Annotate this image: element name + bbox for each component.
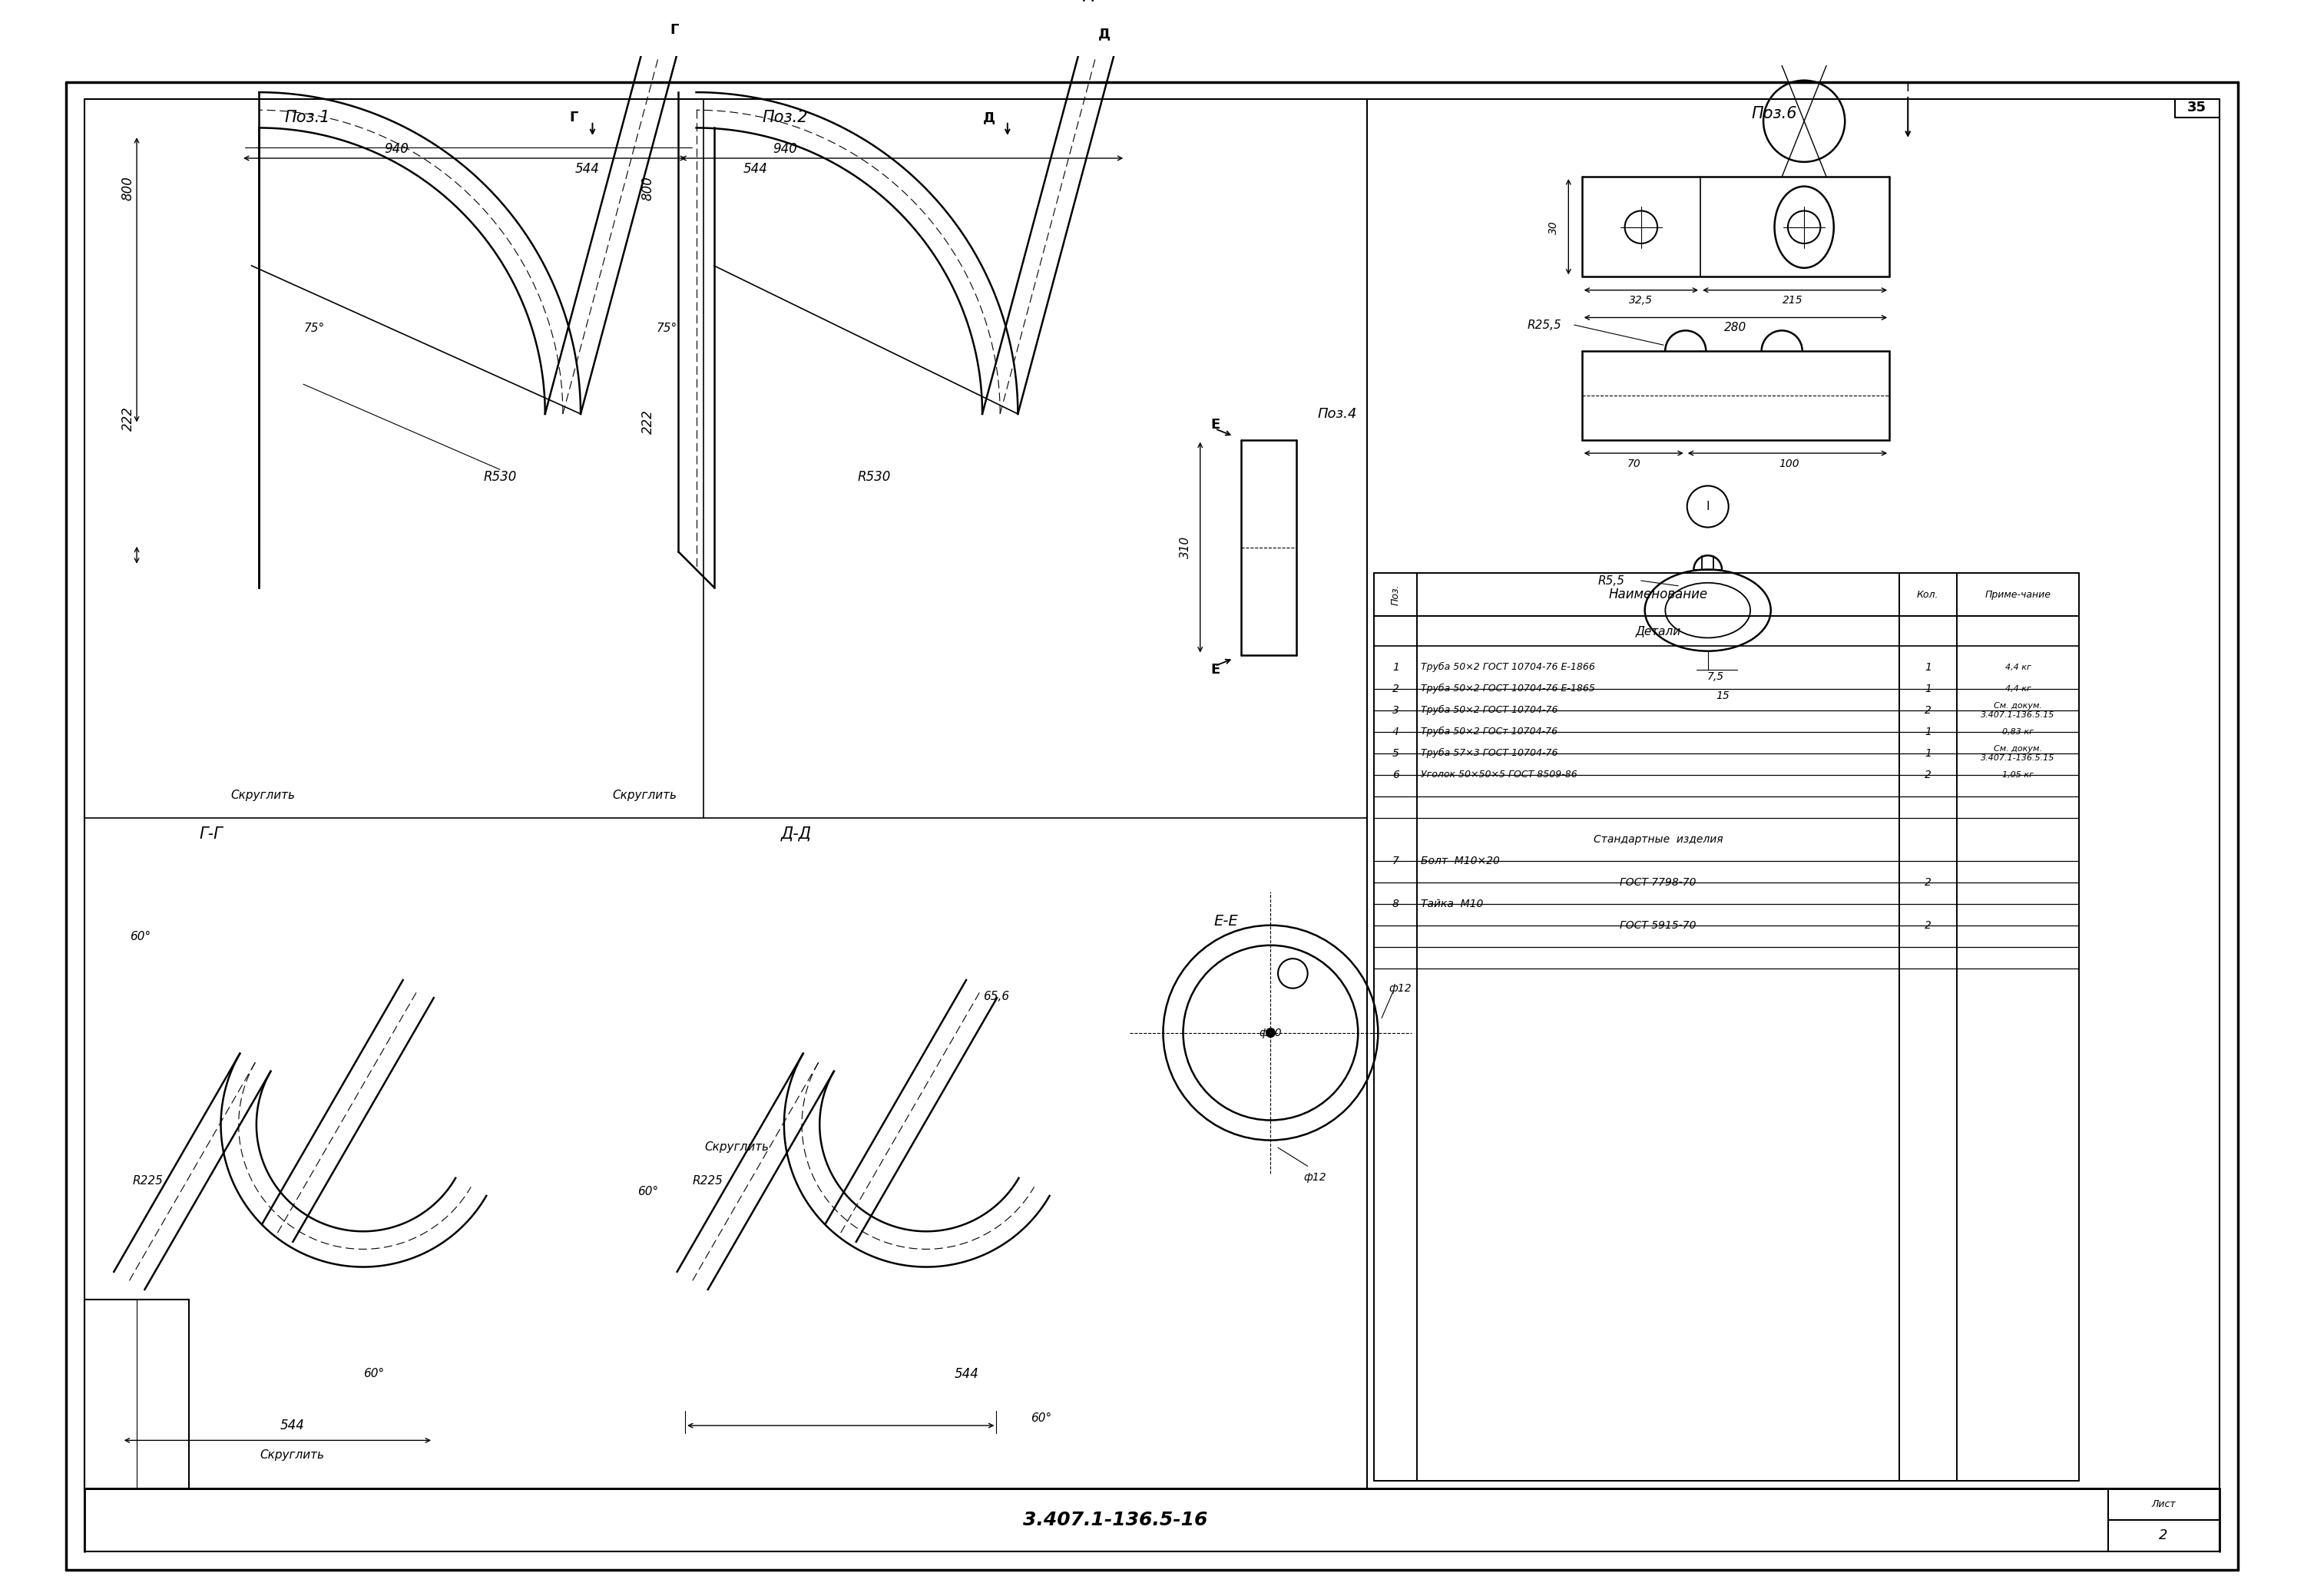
Text: 2: 2 (1924, 769, 1931, 780)
Text: 1: 1 (1924, 662, 1931, 674)
Text: 6: 6 (1392, 769, 1399, 780)
Text: Поз.6: Поз.6 (1751, 105, 1797, 121)
Text: 310: 310 (1180, 536, 1191, 559)
Text: R530: R530 (857, 469, 892, 484)
Text: ф12: ф12 (1389, 983, 1412, 994)
Text: 544: 544 (744, 163, 767, 176)
Text: 2: 2 (1924, 876, 1931, 887)
Text: Лист: Лист (2152, 1499, 2175, 1510)
Text: 1: 1 (1924, 726, 1931, 737)
Text: ГОСТ 5915-70: ГОСТ 5915-70 (1620, 919, 1696, 930)
Text: 800: 800 (641, 176, 654, 200)
Text: R25,5: R25,5 (1528, 319, 1562, 330)
Text: Поз.2: Поз.2 (763, 110, 809, 124)
Text: 7,5: 7,5 (1707, 672, 1723, 683)
Text: Скруглить: Скруглить (230, 790, 295, 801)
Text: 940: 940 (772, 142, 797, 156)
Text: Приме-чание: Приме-чание (1986, 591, 2051, 600)
Text: 2: 2 (2159, 1529, 2168, 1542)
Text: 4,4 кг: 4,4 кг (2004, 685, 2030, 693)
Text: R225: R225 (134, 1175, 164, 1187)
Text: 2: 2 (1392, 683, 1399, 694)
Text: 280: 280 (1723, 321, 1746, 334)
Text: Д: Д (984, 110, 995, 124)
Text: ф12: ф12 (1304, 1171, 1327, 1183)
Text: 5: 5 (1392, 749, 1399, 758)
Text: 60°: 60° (364, 1368, 385, 1379)
Text: 75°: 75° (304, 322, 325, 335)
Text: R225: R225 (691, 1175, 723, 1187)
Text: 4: 4 (1392, 726, 1399, 737)
Text: Скруглить: Скруглить (705, 1141, 770, 1152)
Text: ф50: ф50 (1260, 1028, 1281, 1037)
Text: Болт  M10×20: Болт M10×20 (1422, 855, 1500, 867)
Text: 544: 544 (574, 163, 599, 176)
Text: E: E (1210, 662, 1219, 677)
Text: Скруглить: Скруглить (260, 1449, 325, 1460)
Text: Детали: Детали (1636, 626, 1682, 637)
Text: ГОСТ 7798-70: ГОСТ 7798-70 (1620, 876, 1696, 887)
Text: 940: 940 (385, 142, 408, 156)
Text: Кол.: Кол. (1917, 591, 1940, 600)
Text: Труба 50×2 ГОСТ 10704-76 Е-1865: Труба 50×2 ГОСТ 10704-76 Е-1865 (1422, 683, 1594, 694)
Text: 0,83 кг: 0,83 кг (2002, 728, 2034, 736)
Text: 32,5: 32,5 (1629, 295, 1652, 306)
Text: 60°: 60° (1030, 1412, 1051, 1424)
Text: 7: 7 (1392, 855, 1399, 867)
Text: R5,5: R5,5 (1599, 575, 1624, 586)
Circle shape (1267, 1028, 1274, 1037)
Text: 1: 1 (1392, 662, 1399, 674)
Text: 70: 70 (1627, 458, 1640, 469)
Text: См. докум.
3.407.1-136.5.15: См. докум. 3.407.1-136.5.15 (1981, 745, 2055, 761)
Text: 30: 30 (1548, 220, 1560, 235)
Text: Д-Д: Д-Д (781, 827, 811, 841)
Text: 222: 222 (641, 409, 654, 434)
Text: 215: 215 (1783, 295, 1804, 306)
Text: 544: 544 (281, 1419, 304, 1433)
Text: Труба 57×3 ГОСТ 10704-76: Труба 57×3 ГОСТ 10704-76 (1422, 749, 1558, 758)
Text: E: E (1210, 418, 1219, 433)
Text: 60°: 60° (129, 930, 150, 942)
Text: Г-Г: Г-Г (198, 827, 223, 841)
Text: 2: 2 (1924, 705, 1931, 715)
Text: Поз.1: Поз.1 (283, 110, 329, 124)
Text: Поз.4: Поз.4 (1318, 407, 1357, 421)
Text: 1,05 кг: 1,05 кг (2002, 771, 2034, 779)
Text: 60°: 60° (638, 1186, 659, 1197)
Text: 544: 544 (954, 1366, 979, 1381)
Text: Г: Г (670, 24, 680, 37)
Text: Труба 50×2 ГОСт 10704-76: Труба 50×2 ГОСт 10704-76 (1422, 726, 1558, 737)
Text: Поз.: Поз. (1392, 584, 1401, 605)
Text: 2: 2 (1924, 919, 1931, 930)
Text: E-E: E-E (1214, 915, 1237, 929)
Text: Г: Г (569, 110, 578, 124)
Text: 1: 1 (1924, 749, 1931, 758)
Text: 65,6: 65,6 (984, 991, 1009, 1002)
Text: См. докум.
3.407.1-136.5.15: См. докум. 3.407.1-136.5.15 (1981, 702, 2055, 718)
Text: Наименование: Наименование (1608, 587, 1707, 602)
Text: Уголок 50×50×5 ГОСТ 8509-86: Уголок 50×50×5 ГОСТ 8509-86 (1422, 769, 1578, 780)
Text: 3.407.1-136.5-16: 3.407.1-136.5-16 (1023, 1510, 1207, 1529)
Text: Д: Д (1099, 27, 1111, 41)
Text: R530: R530 (484, 469, 516, 484)
Text: I: I (1705, 501, 1710, 512)
Text: 800: 800 (120, 176, 134, 200)
Text: Труба 50×2 ГОСТ 10704-76 Е-1866: Труба 50×2 ГОСТ 10704-76 Е-1866 (1422, 662, 1594, 672)
Text: Стандартные  изделия: Стандартные изделия (1594, 835, 1723, 844)
Text: 222: 222 (120, 405, 134, 431)
Text: Тайка  M10: Тайка M10 (1422, 899, 1484, 910)
Text: 100: 100 (1779, 458, 1799, 469)
Text: I: I (1905, 81, 1910, 94)
Text: 35: 35 (2186, 101, 2207, 115)
Text: 75°: 75° (657, 322, 677, 335)
Text: Скруглить: Скруглить (613, 790, 677, 801)
Text: 15: 15 (1716, 689, 1730, 701)
Text: 3: 3 (1392, 705, 1399, 715)
Text: 1: 1 (1924, 683, 1931, 694)
Text: 4,4 кг: 4,4 кг (2004, 664, 2030, 672)
Text: 8: 8 (1392, 899, 1399, 910)
Text: Труба 50×2 ГОСТ 10704-76: Труба 50×2 ГОСТ 10704-76 (1422, 705, 1558, 715)
